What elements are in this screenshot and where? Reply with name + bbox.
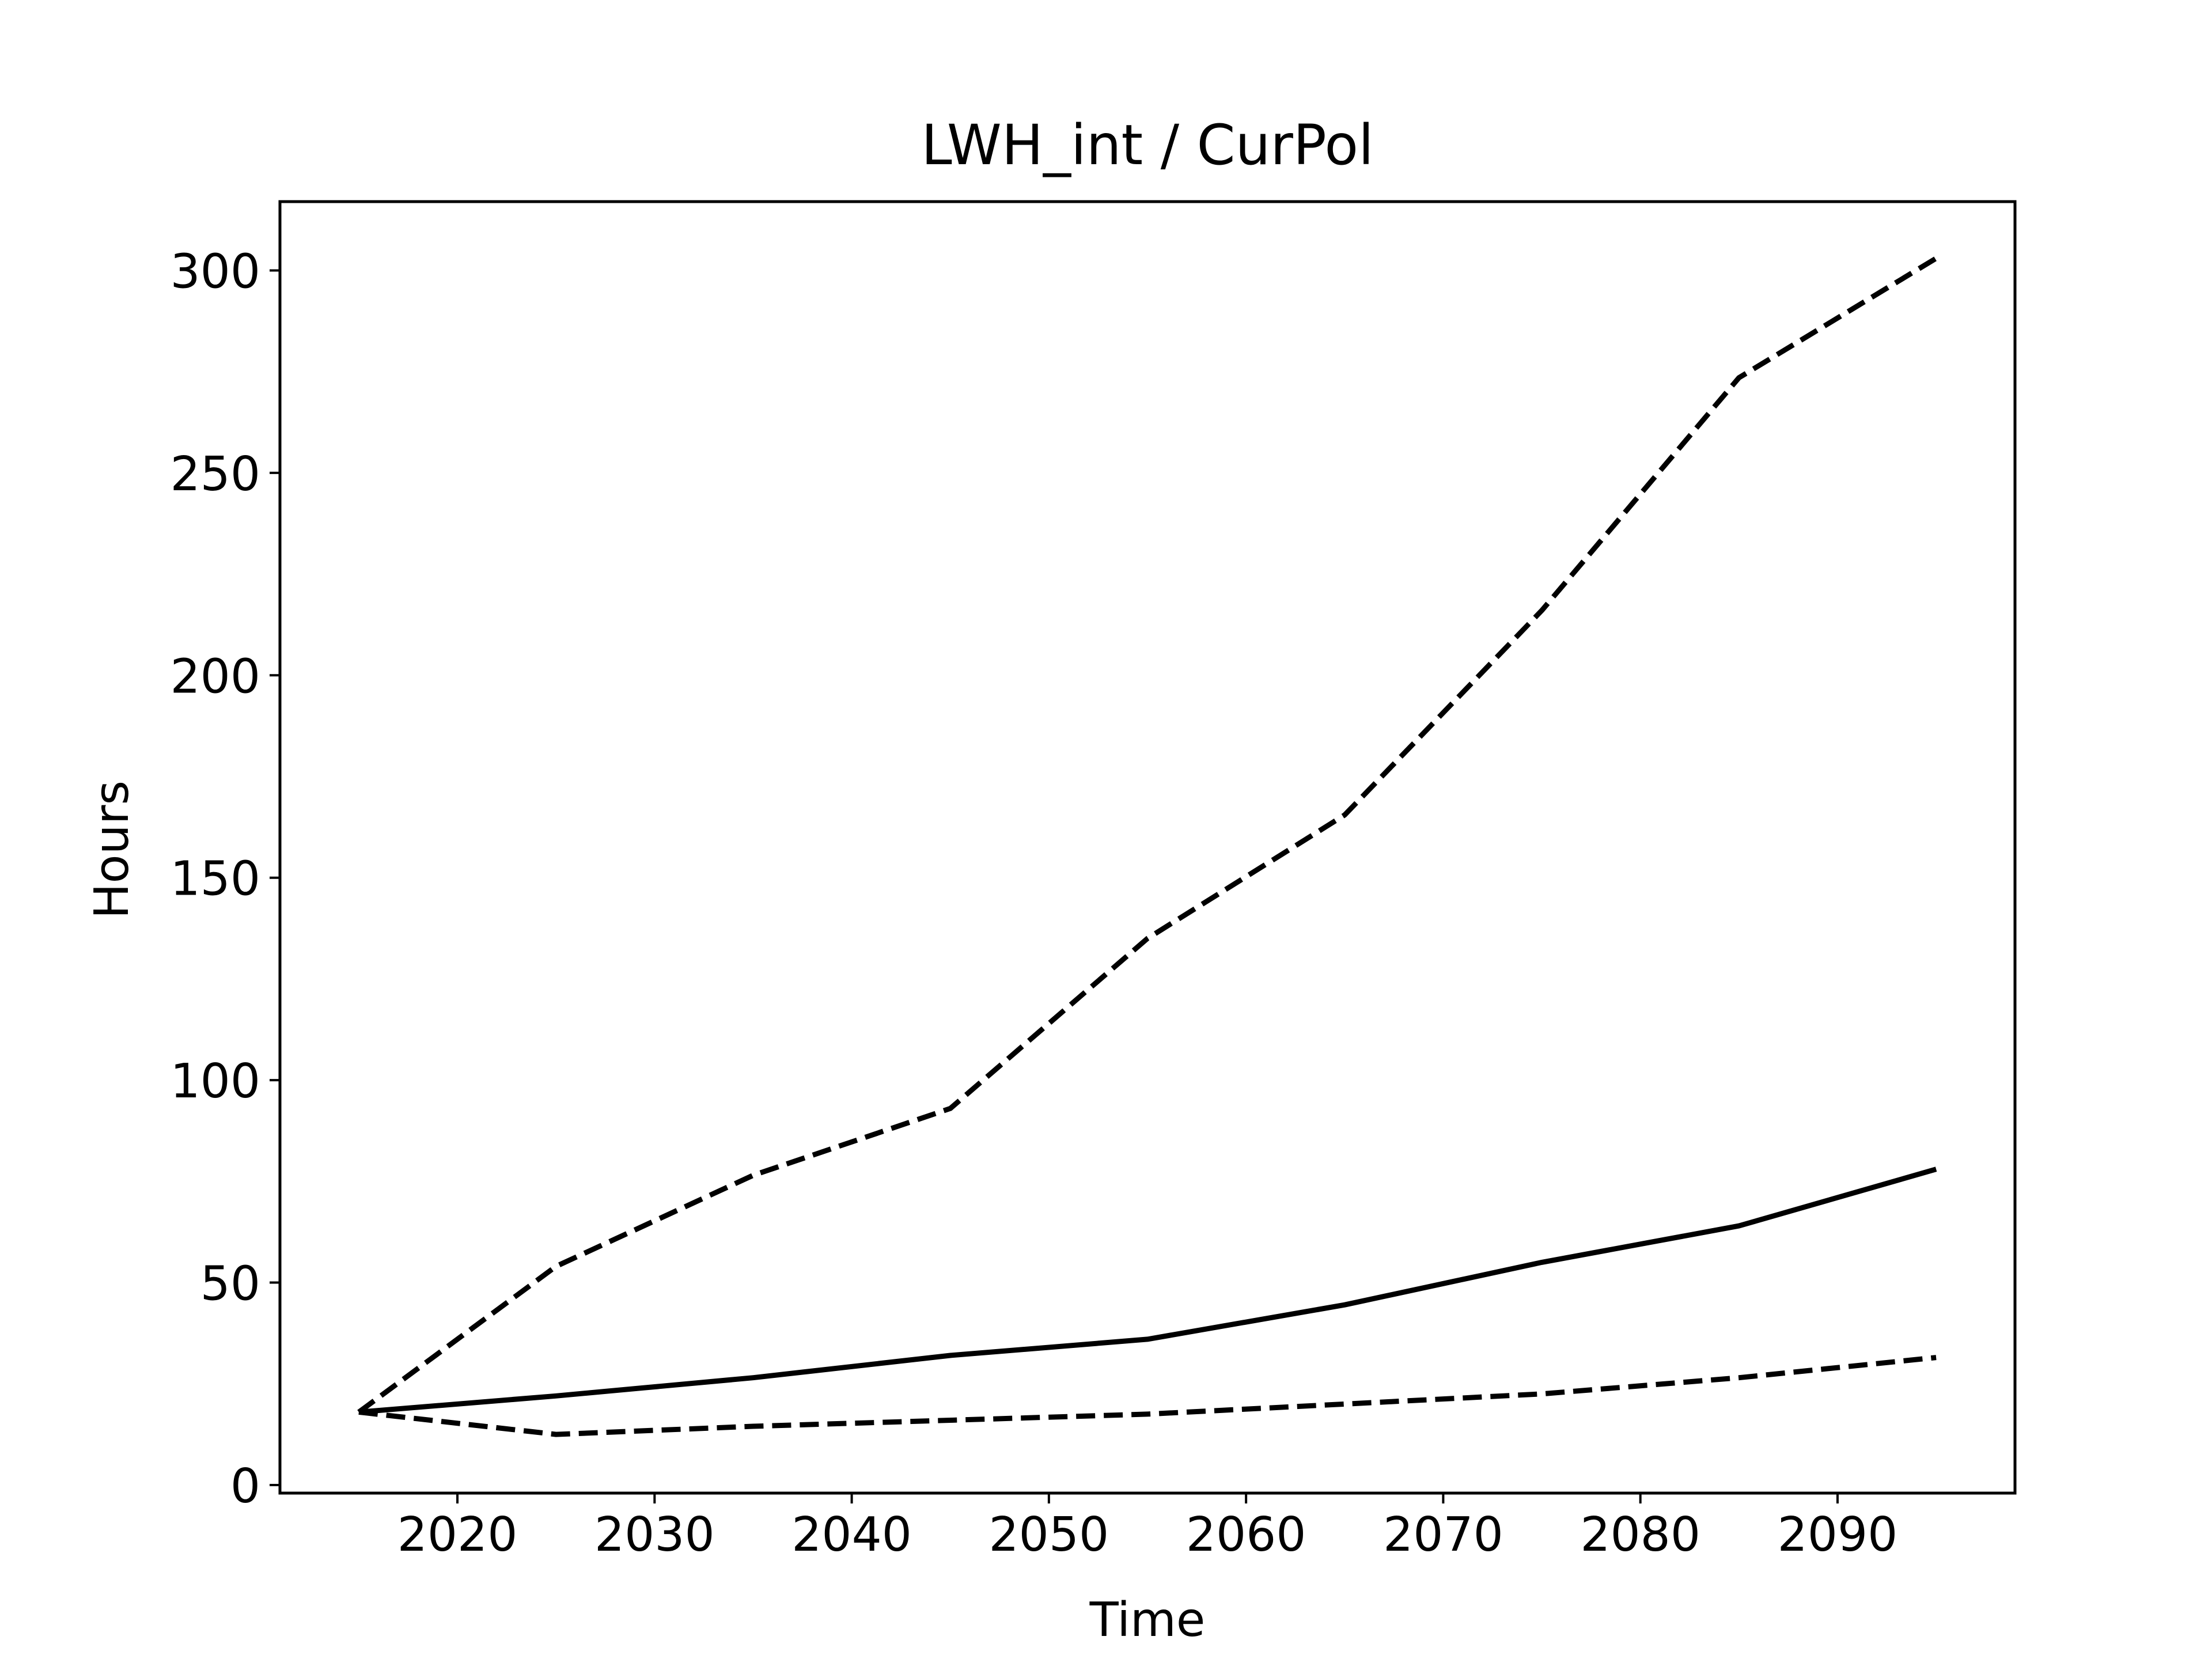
x-tick-label: 2050: [989, 1508, 1109, 1562]
plot-area-frame: [278, 200, 2017, 1495]
series-line-3: [358, 1355, 1937, 1437]
chart-title: LWH_int / CurPol: [921, 113, 1374, 177]
x-tick-label: 2030: [594, 1508, 715, 1562]
x-tick-label: 2060: [1186, 1508, 1306, 1562]
x-axis-label: Time: [1089, 1593, 1206, 1647]
x-axis-ticks: 2020 2030 2040 2050 2060 2070 2080 2090: [397, 1493, 1898, 1562]
x-tick-label: 2080: [1580, 1508, 1700, 1562]
y-tick-label: 150: [170, 852, 260, 907]
y-tick-label: 300: [170, 244, 260, 299]
x-tick-label: 2090: [1778, 1508, 1898, 1562]
y-axis-ticks: 0 50 100 150 200 250 300: [170, 244, 280, 1514]
x-tick-label: 2020: [397, 1508, 518, 1562]
series-line-2: [357, 256, 1938, 1415]
y-tick-label: 250: [170, 447, 260, 502]
x-tick-label: 2070: [1383, 1508, 1503, 1562]
y-tick-label: 0: [230, 1459, 260, 1514]
y-tick-label: 100: [170, 1054, 260, 1109]
series-line-1: [358, 1166, 1937, 1415]
x-tick-label: 2040: [791, 1508, 912, 1562]
series-layer: [357, 256, 1938, 1437]
y-axis-label: Hours: [85, 781, 139, 919]
y-tick-label: 50: [200, 1257, 260, 1312]
y-tick-label: 200: [170, 649, 260, 704]
